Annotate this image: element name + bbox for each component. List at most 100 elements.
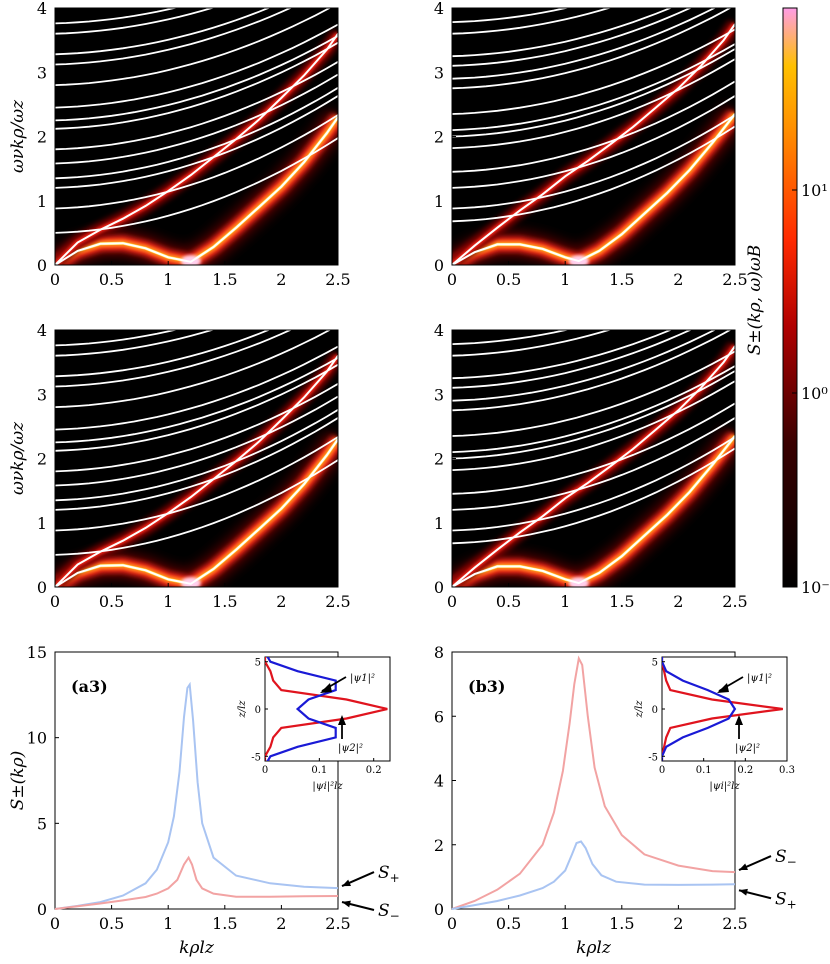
y-tick-label: 3: [434, 63, 444, 82]
inset-arrowhead: [338, 715, 346, 725]
annotation-arrowhead: [739, 863, 748, 871]
y-tick-label: 0: [434, 900, 444, 919]
x-tick-label: 2.5: [722, 914, 747, 933]
inset-x-axis-label: |ψi|²lz: [312, 781, 343, 792]
dispersion-branch: [55, 459, 338, 556]
inset-y-axis-label: z/lz: [634, 700, 645, 719]
panel-label-b1: (b1) S+: [653, 238, 718, 260]
y-tick-label: 1: [37, 192, 47, 211]
dispersion-branch: [55, 87, 338, 180]
y-tick-label: 0: [37, 256, 47, 275]
y-tick-label: 4: [434, 0, 444, 18]
inset-content: [265, 657, 388, 761]
y-axis-label: ωνkρ/ωz: [8, 99, 28, 173]
dispersion-branch: [55, 330, 215, 357]
y-tick-label: 4: [37, 321, 47, 340]
colorbar-tick-label-10-m1: 10⁻¹: [801, 578, 830, 597]
y-tick-label: 10: [27, 729, 47, 748]
dispersion-branch: [452, 125, 735, 223]
line-panel-b3: 0 0.5 1 1.5 2 2.5 0 2 4 6 8 kρlz (b3) S− S+ 0 0.1 0.2 0.3 5…: [434, 643, 797, 958]
x-tick-label: 1: [163, 914, 173, 933]
inset-y-tick-label: 0: [652, 705, 658, 716]
x-tick-label: 1.5: [212, 592, 237, 611]
dispersion-branch: [452, 402, 735, 495]
y-axis-label: ωνkρ/ωz: [8, 421, 28, 495]
dispersion-branch: [55, 438, 338, 587]
x-tick-label: 2: [673, 592, 683, 611]
dispersion-branch: [452, 350, 735, 437]
x-tick-label: 0.5: [496, 270, 521, 289]
dispersion-branch: [55, 95, 338, 189]
dispersion-branch: [452, 8, 693, 67]
colorbar-tick-label-10-0: 10⁰: [801, 384, 828, 403]
x-tick-label: 1.5: [212, 914, 237, 933]
x-tick-label: 1: [560, 270, 570, 289]
y-tick-label: 15: [27, 643, 47, 662]
colorbar-tick-label-10-1: 10¹: [801, 181, 828, 200]
annotation-label: S+: [775, 889, 797, 911]
dispersion-branch: [55, 61, 338, 151]
x-axis-label: kρlz: [179, 938, 215, 958]
x-tick-label: 0.5: [99, 270, 124, 289]
annotation-label: S−: [378, 901, 400, 923]
heatmap-content: [55, 330, 338, 587]
heatmap-panel-b1: 0 0.5 1 1.5 2 2.5 0 1 2 3 4 (b1) S+: [434, 0, 748, 289]
x-tick-label: 1.5: [609, 270, 634, 289]
x-tick-label: 0.5: [496, 592, 521, 611]
inset-label-psi2: |ψ2|²: [735, 743, 760, 754]
x-tick-label: 1: [163, 270, 173, 289]
x-tick-label: 0: [447, 914, 457, 933]
annotation-arrowhead: [342, 900, 351, 908]
annotation-arrowhead: [739, 888, 748, 896]
inset-label-psi2: |ψ2|²: [338, 743, 363, 754]
colorbar-gradient: [782, 7, 798, 588]
dispersion-branch: [55, 8, 271, 56]
y-tick-label: 4: [434, 321, 444, 340]
dispersion-branch: [55, 345, 338, 431]
inset-curve-psi2: [662, 657, 783, 761]
y-tick-label: 0: [434, 578, 444, 597]
dispersion-branch: [55, 330, 332, 408]
dispersion-branch: [55, 23, 338, 109]
y-tick-label: 1: [434, 192, 444, 211]
inset-y-tick-label: 0: [255, 705, 261, 716]
dispersion-branch: [452, 8, 570, 23]
dispersion-branch: [452, 330, 732, 412]
dispersion-branch: [55, 355, 338, 587]
x-tick-label: 2: [276, 914, 286, 933]
dispersion-branch: [55, 363, 338, 452]
dispersion-branch: [55, 114, 338, 210]
dispersion-branch: [452, 330, 612, 357]
dispersion-branch: [55, 8, 332, 86]
y-axis-label: S±(kρ): [8, 751, 28, 810]
dispersion-branch: [452, 58, 735, 149]
annotation-arrowhead: [342, 879, 351, 887]
dispersion-branch: [452, 436, 735, 532]
x-tick-label: 2: [276, 270, 286, 289]
x-tick-label: 2.5: [325, 270, 350, 289]
inset-y-axis-label: z/lz: [237, 700, 248, 719]
dispersion-branch: [452, 113, 735, 265]
inset-x-tick-label: 0.3: [779, 765, 795, 776]
dispersion-branch: [452, 28, 735, 115]
dispersion-branch: [452, 370, 735, 460]
y-tick-label: 2: [434, 128, 444, 147]
dispersion-branch: [55, 33, 338, 265]
x-tick-label: 1: [560, 592, 570, 611]
x-tick-label: 2.5: [722, 592, 747, 611]
heatmap-content: [452, 330, 735, 587]
dispersion-branch: [452, 43, 735, 131]
y-tick-label: 4: [37, 0, 47, 18]
heatmap-content: [452, 8, 735, 265]
x-tick-label: 2.5: [722, 270, 747, 289]
y-tick-label: 3: [434, 385, 444, 404]
inset-x-axis-label: |ψi|²lz: [709, 781, 740, 792]
panel-label-b2: (b2) S−: [653, 560, 718, 582]
dispersion-branch: [55, 137, 338, 234]
y-tick-label: 1: [434, 514, 444, 533]
x-tick-label: 0.5: [99, 914, 124, 933]
inset-frame: [661, 656, 788, 762]
heatmap-panel-a2: 0 0.5 1 1.5 2 2.5 0 1 2 3 4 ωνkρ/ωz (a2) S−: [8, 321, 351, 611]
